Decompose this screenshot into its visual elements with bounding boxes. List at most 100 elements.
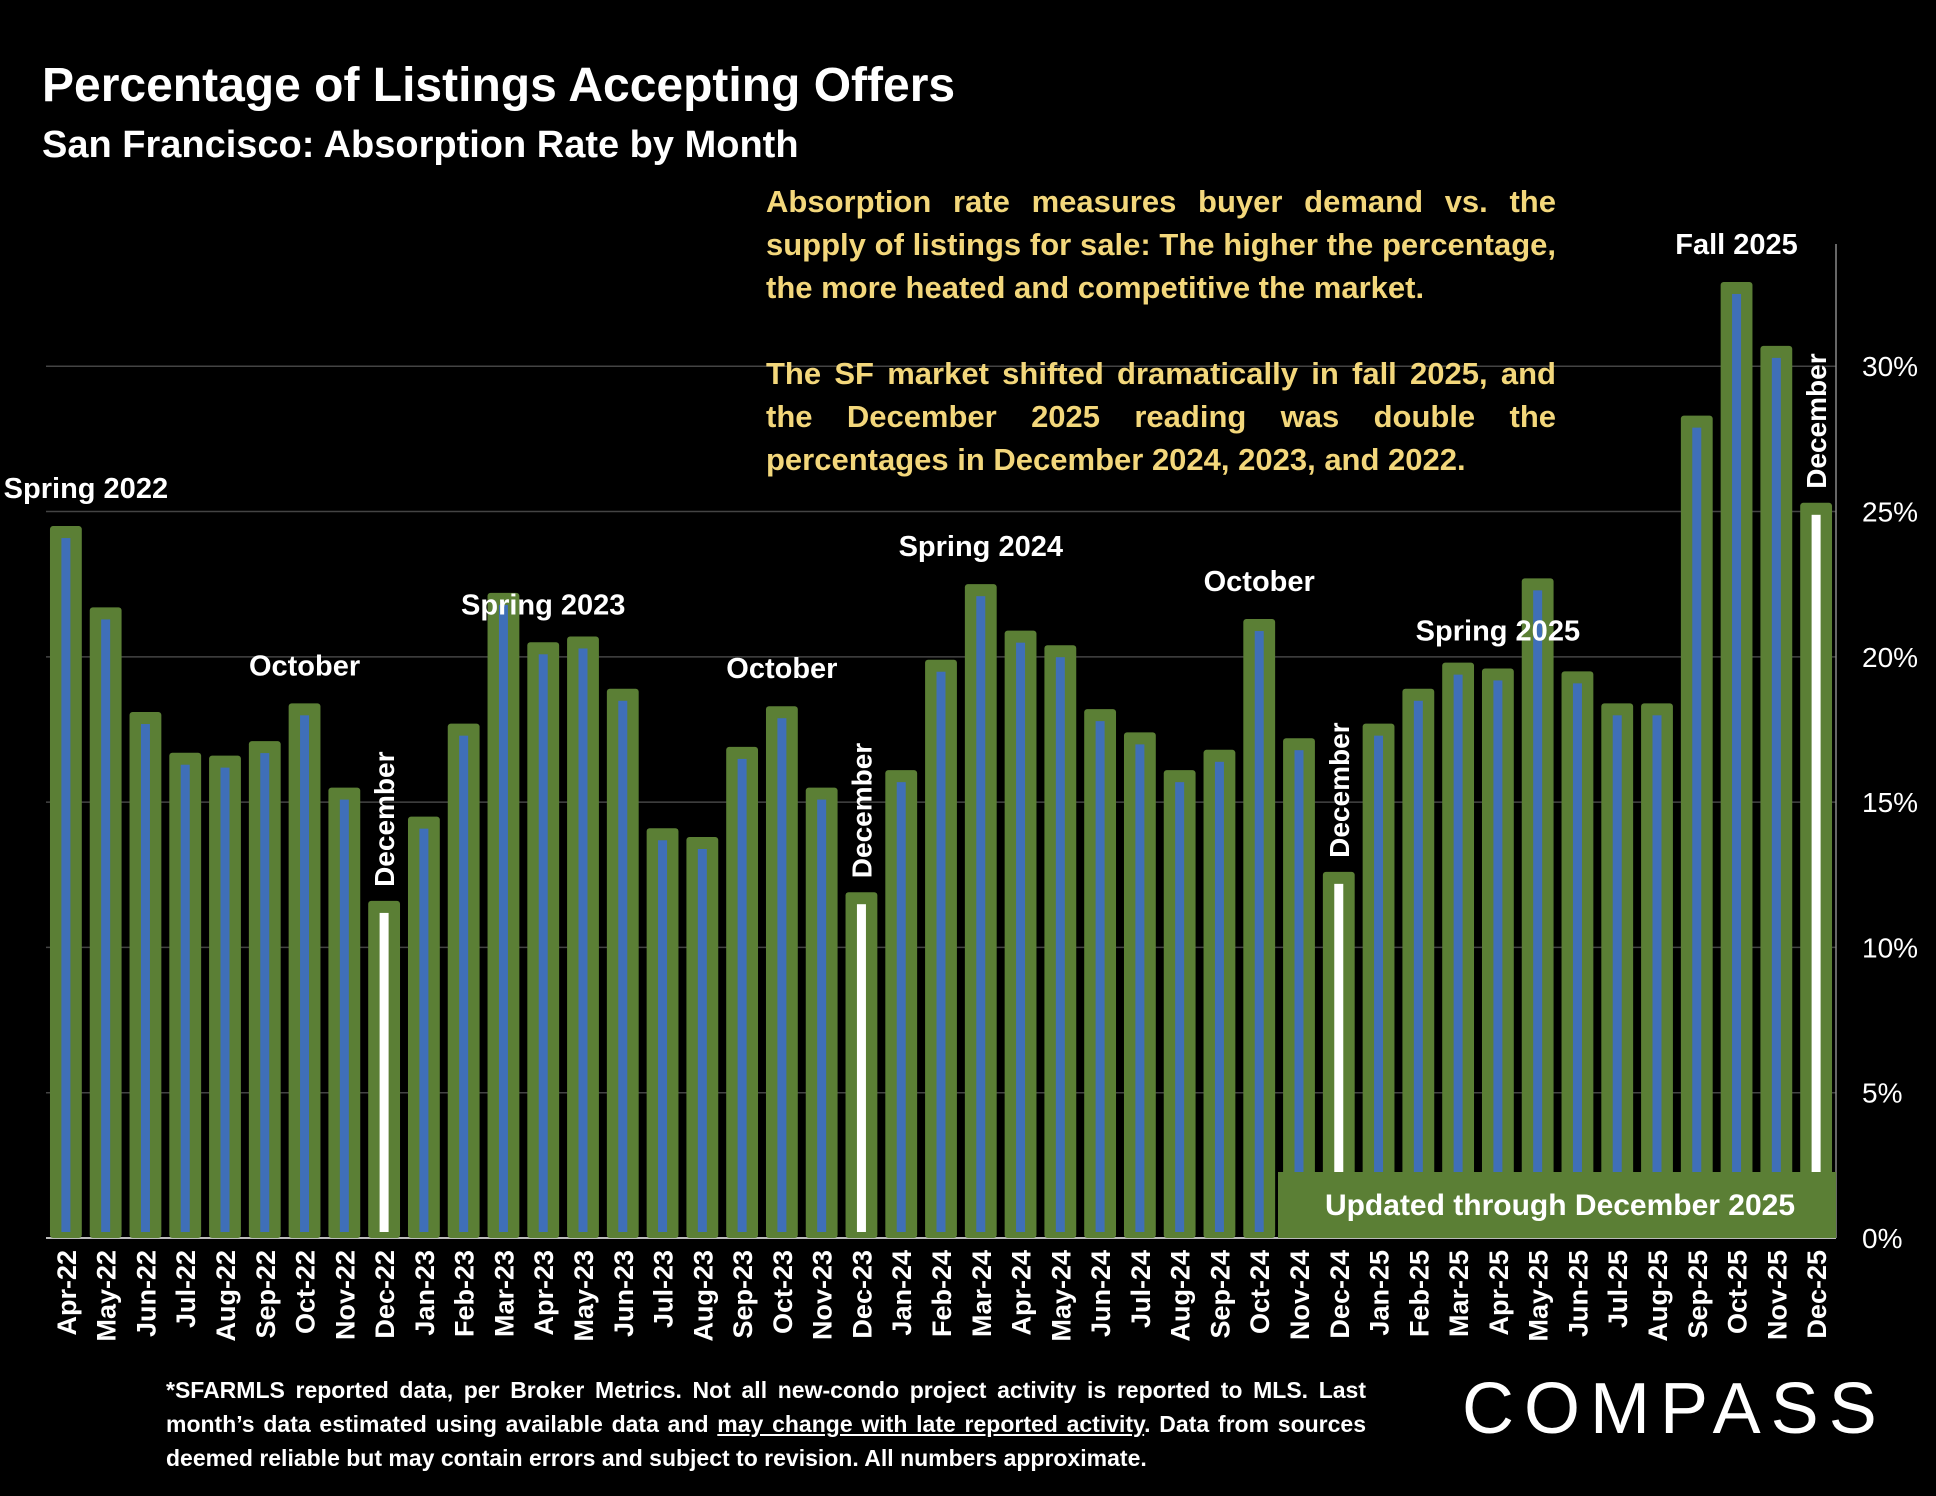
footnote-link[interactable]: may change with late reported activity [717, 1411, 1145, 1437]
x-tick-label: Dec-25 [1802, 1250, 1832, 1339]
x-tick-label: Mar-23 [489, 1250, 519, 1337]
bar-inner [1254, 631, 1264, 1232]
x-tick-label: Aug-23 [688, 1250, 718, 1342]
x-tick-label: Apr-25 [1484, 1250, 1514, 1336]
bar-inner [896, 782, 906, 1232]
footnote-text-2: . Data from sources deemed reliable but … [166, 1411, 1366, 1471]
x-tick-label: Sep-23 [728, 1250, 758, 1339]
updated-badge: Updated through December 2025 [1278, 1172, 1836, 1238]
x-axis-labels: Apr-22 May-22 Jun-22 Jul-22 Aug-22 Sep-22 Oct-… [52, 1250, 1832, 1342]
bar-inner [618, 700, 628, 1232]
bar-inner [61, 538, 71, 1232]
bar-inner [737, 758, 747, 1232]
x-tick-label: Jul-24 [1126, 1250, 1156, 1328]
bar-inner [1732, 293, 1742, 1232]
annotation-label: Spring 2023 [461, 589, 625, 621]
bar-inner [697, 848, 707, 1232]
x-tick-label: Feb-23 [450, 1250, 480, 1337]
x-tick-label: Apr-23 [529, 1250, 559, 1336]
bar-inner [1175, 782, 1185, 1232]
bar-inner [1493, 680, 1503, 1232]
x-tick-label: Mar-25 [1444, 1250, 1474, 1337]
updated-badge-text: Updated through December 2025 [1325, 1189, 1795, 1222]
bar-inner [1095, 721, 1105, 1232]
x-tick-label: Jun-25 [1563, 1250, 1593, 1337]
bar-highlight-inner [1811, 514, 1821, 1232]
annotation-label: December [369, 751, 400, 887]
x-tick-label: Nov-25 [1762, 1250, 1792, 1340]
annotation-label: October [726, 653, 837, 685]
y-tick-label: 5% [1862, 1078, 1902, 1109]
chart-subtitle: San Francisco: Absorption Rate by Month [42, 124, 799, 166]
x-tick-label: Aug-22 [211, 1250, 241, 1342]
x-tick-label: Dec-24 [1325, 1250, 1355, 1339]
bar-inner [578, 648, 588, 1232]
bar-highlight-inner [1334, 883, 1344, 1232]
x-tick-label: Jan-24 [887, 1250, 917, 1336]
footnote-text-1: *SFARMLS reported data, per Broker Metri… [166, 1377, 1366, 1437]
updated-badge-background [1278, 1172, 1836, 1238]
x-tick-label: Jan-25 [1365, 1250, 1395, 1336]
bar-inner [101, 619, 111, 1232]
x-tick-label: Jan-23 [410, 1250, 440, 1336]
bar-inner [1533, 590, 1543, 1232]
bar-inner [220, 767, 230, 1232]
x-tick-label: Jul-25 [1603, 1250, 1633, 1328]
x-tick-label: Nov-24 [1285, 1250, 1315, 1340]
bar-inner [976, 596, 986, 1232]
bar-inner [1771, 357, 1781, 1232]
x-tick-label: Jun-23 [609, 1250, 639, 1337]
x-tick-label: Jun-24 [1086, 1250, 1116, 1337]
bar-highlight-inner [856, 904, 866, 1232]
y-tick-label: 15% [1862, 787, 1918, 818]
x-tick-label: Oct-24 [1245, 1250, 1275, 1334]
bar-inner [300, 715, 310, 1232]
note-paragraph-1: Absorption rate measures buyer demand vs… [766, 184, 1556, 305]
annotation-label: October [1204, 566, 1315, 598]
bar-inner [1692, 427, 1702, 1233]
bar-inner [1135, 744, 1145, 1232]
bar-inner [1612, 715, 1622, 1232]
annotation-label: December [846, 743, 877, 879]
x-tick-label: Jun-22 [131, 1250, 161, 1337]
bar-inner [1055, 657, 1065, 1232]
x-tick-label: Jul-22 [171, 1250, 201, 1328]
bar-inner [1016, 642, 1026, 1232]
x-tick-label: Dec-23 [847, 1250, 877, 1339]
bar-inner [1453, 674, 1463, 1232]
x-tick-label: Mar-24 [967, 1250, 997, 1337]
x-tick-label: Apr-22 [52, 1250, 82, 1336]
annotation-label: Spring 2025 [1416, 615, 1580, 647]
y-tick-label: 20% [1862, 642, 1918, 673]
x-tick-label: Nov-23 [808, 1250, 838, 1340]
x-tick-label: Nov-22 [330, 1250, 360, 1340]
bar-inner [936, 671, 946, 1232]
x-tick-label: Oct-23 [768, 1250, 798, 1334]
x-tick-label: Dec-22 [370, 1250, 400, 1339]
x-tick-label: Sep-24 [1205, 1250, 1235, 1339]
bar-inner [1214, 761, 1224, 1232]
bar-inner [658, 840, 668, 1232]
x-tick-label: Apr-24 [1007, 1250, 1037, 1336]
y-tick-label: 30% [1862, 351, 1918, 382]
x-tick-label: Feb-25 [1404, 1250, 1434, 1337]
x-tick-label: May-25 [1524, 1250, 1554, 1342]
x-tick-label: Aug-24 [1166, 1250, 1196, 1342]
x-tick-label: Feb-24 [927, 1250, 957, 1337]
x-tick-label: May-22 [92, 1250, 122, 1342]
compass-logo: COMPASS [1462, 1369, 1887, 1449]
bar-highlight-inner [379, 912, 389, 1232]
bar-inner [1294, 750, 1304, 1232]
x-tick-label: Oct-22 [291, 1250, 321, 1334]
annotation-label: December [1801, 353, 1832, 489]
annotation-label: December [1324, 722, 1355, 858]
y-axis-labels: 0% 5% 10% 15% 20% 25% 30% [1862, 351, 1918, 1254]
x-tick-label: Sep-22 [251, 1250, 281, 1339]
footnote: *SFARMLS reported data, per Broker Metri… [166, 1373, 1366, 1475]
annotation-label: October [249, 650, 360, 682]
x-tick-label: Jul-23 [649, 1250, 679, 1328]
chart-title: Percentage of Listings Accepting Offers [42, 59, 956, 112]
x-tick-label: Sep-25 [1683, 1250, 1713, 1339]
y-tick-label: 25% [1862, 497, 1918, 528]
